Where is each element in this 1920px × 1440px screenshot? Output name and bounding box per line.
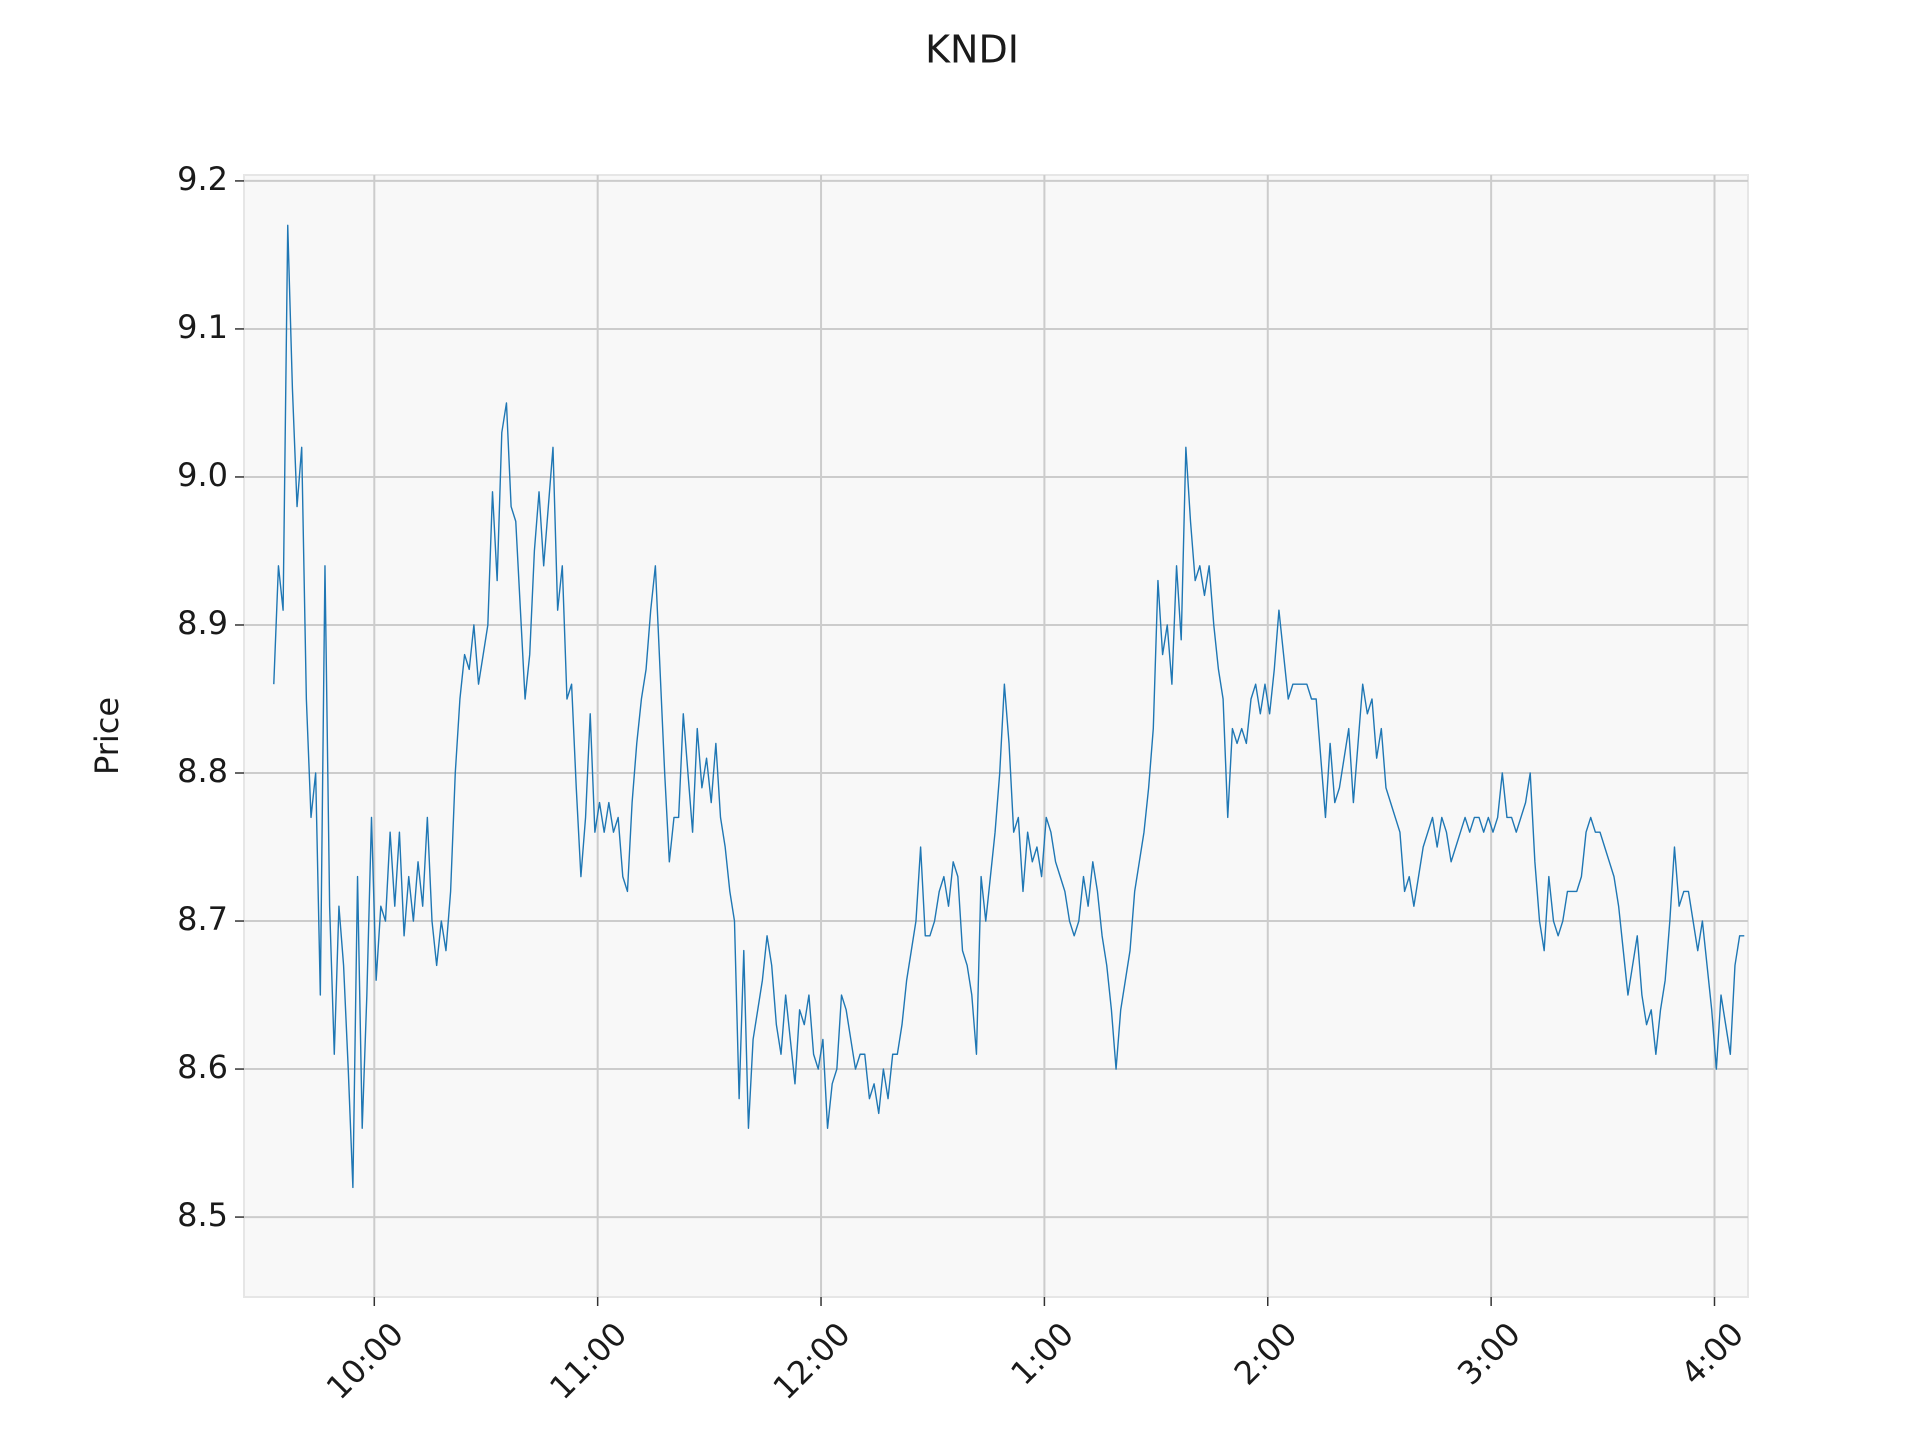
y-tick-label: 9.1 bbox=[177, 308, 228, 346]
y-tick-label: 8.8 bbox=[177, 752, 228, 790]
x-tick-label: 1:00 bbox=[1003, 1315, 1081, 1393]
y-tick-label: 9.2 bbox=[177, 160, 228, 198]
x-tick-label: 10:00 bbox=[319, 1315, 411, 1407]
y-tick-label: 8.7 bbox=[177, 900, 228, 938]
plot-area bbox=[243, 174, 1749, 1298]
x-tick-label: 2:00 bbox=[1227, 1315, 1305, 1393]
y-tick-label: 8.5 bbox=[177, 1196, 228, 1234]
chart-title: KNDI bbox=[925, 28, 1019, 72]
y-tick-label: 9.0 bbox=[177, 456, 228, 494]
y-axis-label: Price bbox=[88, 697, 126, 775]
y-tick-label: 8.9 bbox=[177, 604, 228, 642]
x-tick-label: 3:00 bbox=[1450, 1315, 1528, 1393]
x-tick-label: 12:00 bbox=[766, 1315, 858, 1407]
x-tick-label: 11:00 bbox=[542, 1315, 634, 1407]
x-tick-label: 4:00 bbox=[1673, 1315, 1751, 1393]
price-line bbox=[273, 224, 1745, 1189]
y-tick-label: 8.6 bbox=[177, 1048, 228, 1086]
